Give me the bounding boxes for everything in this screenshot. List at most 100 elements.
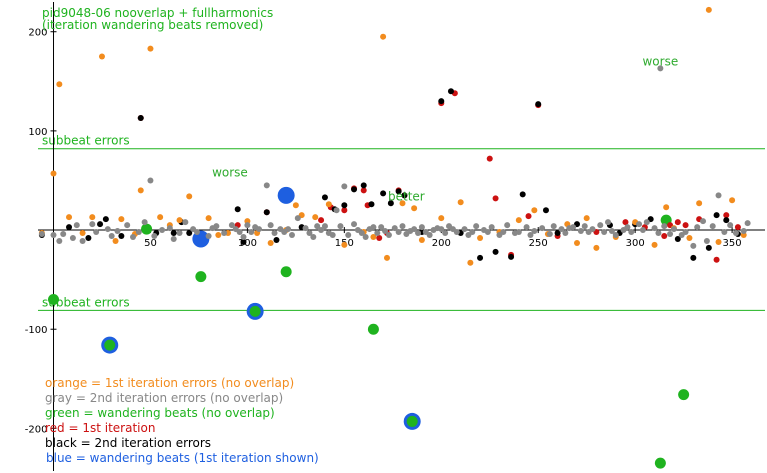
chart-title: pid9048-06 nooverlap + fullharmonics [42,6,273,20]
data-point [415,230,422,237]
data-point [79,237,86,244]
data-point [66,214,73,221]
data-point [709,223,716,230]
data-point [705,244,712,251]
data-point [318,227,325,234]
legend: orange = 1st iteration errors (no overla… [45,376,319,465]
data-point [558,226,565,233]
data-point [636,221,643,228]
data-point [248,229,255,236]
data-point [628,229,635,236]
data-point [213,223,220,230]
data-point [383,254,390,261]
data-point [321,194,328,201]
legend-entry: orange = 1st iteration errors (no overla… [45,376,294,390]
data-point [523,224,530,231]
data-point [351,186,358,193]
data-point [370,233,377,240]
data-point [589,226,596,233]
data-point [382,228,389,235]
reference-lines: subbeat errors subbeat errors [38,134,765,311]
data-point [593,244,600,251]
data-point [176,230,183,237]
data-point [539,225,546,232]
data-point [50,232,57,239]
data-point [674,235,681,242]
data-point [473,223,480,230]
data-point [696,200,703,207]
data-point [118,233,125,240]
data-point [535,101,542,108]
data-point [395,229,402,236]
data-point [401,192,408,199]
data-point [447,88,454,95]
data-point [426,232,433,239]
data-point [151,233,158,240]
data-point [321,223,328,230]
data-point [205,215,212,222]
data-point [104,339,116,351]
data-point [583,215,590,222]
data-point [387,200,394,207]
data-point [418,224,425,231]
data-point [310,233,317,240]
data-point [69,234,76,241]
data-point [273,236,280,243]
data-point [573,239,580,246]
data-point [531,207,538,214]
data-point [314,223,321,230]
data-point [715,238,722,245]
data-point [612,232,619,239]
data-point [176,217,183,224]
data-point [205,233,212,240]
data-point [661,233,668,240]
data-point [651,225,658,232]
x-tick-label: 350 [723,238,742,249]
data-point [438,226,445,233]
legend-entry: gray = 2nd iteration errors (no overlap) [45,391,283,405]
data-point [670,226,677,233]
data-point [385,232,392,239]
data-point [694,224,701,231]
data-point [374,230,381,237]
x-tick-label: 300 [626,238,645,249]
data-point [236,229,243,236]
data-point [601,229,608,236]
data-point [93,229,100,236]
data-point [193,229,200,236]
x-tick-label: 200 [432,238,451,249]
data-point [79,230,86,237]
data-point [102,216,109,223]
data-point [657,65,664,72]
data-point [285,226,292,233]
x-tick-label: 100 [238,238,257,249]
data-point [351,221,358,228]
data-point [705,6,712,13]
subbeat-label: subbeat errors [42,295,130,309]
data-point [341,202,348,209]
data-point [519,191,526,198]
data-point [337,223,344,230]
data-point [89,221,96,228]
data-point [713,256,720,263]
data-point [368,201,375,208]
data-point [147,177,154,184]
data-point [221,230,228,237]
y-tick-label: -100 [25,325,48,336]
data-point [500,229,507,236]
data-point [438,215,445,222]
data-point [527,232,534,239]
data-point [137,115,144,122]
data-point [515,229,522,236]
data-point [729,197,736,204]
data-point [256,226,263,233]
data-point [531,228,538,235]
data-point [294,215,301,222]
legend-entry: blue = wandering beats (1st iteration sh… [46,451,319,465]
data-point [469,229,476,236]
data-point [166,225,173,232]
data-point [663,204,670,211]
data-point [399,200,406,207]
data-point [406,415,418,427]
data-point [690,242,697,249]
